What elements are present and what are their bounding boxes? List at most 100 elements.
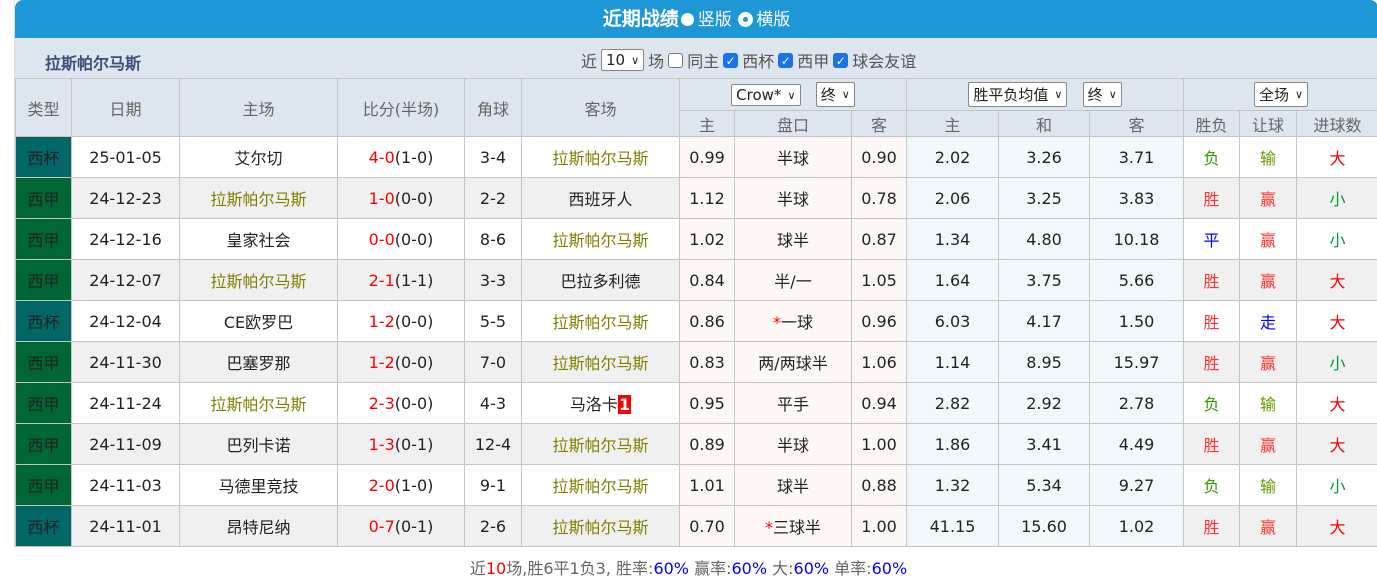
- away-team[interactable]: 拉斯帕尔马斯: [521, 464, 680, 506]
- goals-result: 大: [1296, 382, 1377, 424]
- home-team[interactable]: 拉斯帕尔马斯: [179, 259, 338, 301]
- home-team[interactable]: 艾尔切: [179, 136, 338, 178]
- home-odds: 1.12: [679, 177, 735, 219]
- table-row[interactable]: 西甲 24-11-24 拉斯帕尔马斯 2-3(0-0) 4-3 马洛卡1 0.9…: [15, 382, 1377, 424]
- handicap-line: 半球: [734, 136, 852, 178]
- league-type[interactable]: 西甲: [15, 259, 72, 301]
- period-selects: 全场 ∨: [1183, 78, 1377, 111]
- layout-vertical-label: 竖版: [697, 10, 732, 30]
- handicap-result: 赢: [1239, 177, 1298, 219]
- table-row[interactable]: 西杯 24-12-04 CE欧罗巴 1-2(0-0) 5-5 拉斯帕尔马斯 0.…: [15, 300, 1377, 342]
- filter-bar: 拉斯帕尔马斯 近 10 ∨ 场 同主 ✓ 西杯 ✓ 西甲 ✓ 球会友谊: [15, 38, 1377, 78]
- win-odds: 1.14: [906, 341, 1000, 383]
- goals-result: 大: [1296, 300, 1377, 342]
- result: 平: [1183, 218, 1241, 260]
- table-row[interactable]: 西甲 24-11-30 巴塞罗那 1-2(0-0) 7-0 拉斯帕尔马斯 0.8…: [15, 341, 1377, 383]
- match-date: 24-11-09: [71, 423, 180, 465]
- table-row[interactable]: 西甲 24-12-16 皇家社会 0-0(0-0) 8-6 拉斯帕尔马斯 1.0…: [15, 218, 1377, 260]
- odds-stage-select[interactable]: 终 ∨: [815, 82, 855, 107]
- match-score[interactable]: 1-0(0-0): [337, 177, 465, 219]
- away-team[interactable]: 拉斯帕尔马斯: [521, 423, 680, 465]
- table-row[interactable]: 西甲 24-12-07 拉斯帕尔马斯 2-1(1-1) 3-3 巴拉多利德 0.…: [15, 259, 1377, 301]
- away-team[interactable]: 拉斯帕尔马斯: [521, 341, 680, 383]
- match-score[interactable]: 4-0(1-0): [337, 136, 465, 178]
- copa-label: 西杯: [742, 52, 775, 71]
- away-odds: 1.00: [850, 505, 908, 547]
- match-date: 24-11-01: [71, 505, 180, 547]
- away-odds: 1.06: [850, 341, 908, 383]
- away-team[interactable]: 拉斯帕尔马斯: [521, 218, 680, 260]
- match-score[interactable]: 0-0(0-0): [337, 218, 465, 260]
- away-team[interactable]: 拉斯帕尔马斯: [521, 300, 680, 342]
- league-type[interactable]: 西杯: [15, 505, 72, 547]
- table-row[interactable]: 西杯 24-11-01 昂特尼纳 0-7(0-1) 2-6 拉斯帕尔马斯 0.7…: [15, 505, 1377, 547]
- result: 胜: [1183, 300, 1241, 342]
- league-type[interactable]: 西甲: [15, 382, 72, 424]
- match-score[interactable]: 1-3(0-1): [337, 423, 465, 465]
- match-score[interactable]: 2-3(0-0): [337, 382, 465, 424]
- win-odds: 6.03: [906, 300, 1000, 342]
- same-home-label: 同主: [687, 52, 720, 71]
- goals-result: 大: [1296, 136, 1377, 178]
- handicap-line: 两/两球半: [734, 341, 852, 383]
- away-team[interactable]: 拉斯帕尔马斯: [521, 136, 680, 178]
- league-type[interactable]: 西甲: [15, 177, 72, 219]
- chevron-down-icon: ∨: [1054, 88, 1063, 101]
- home-odds: 0.83: [679, 341, 735, 383]
- league-type[interactable]: 西杯: [15, 136, 72, 178]
- match-count-select[interactable]: 10 ∨: [601, 49, 645, 71]
- home-odds: 1.01: [679, 464, 735, 506]
- same-home-checkbox[interactable]: [668, 52, 684, 68]
- match-score[interactable]: 2-1(1-1): [337, 259, 465, 301]
- league-type[interactable]: 西甲: [15, 464, 72, 506]
- layout-horizontal-label: 横版: [756, 10, 791, 30]
- match-score[interactable]: 1-2(0-0): [337, 341, 465, 383]
- table-row[interactable]: 西甲 24-11-03 马德里竞技 2-0(1-0) 9-1 拉斯帕尔马斯 1.…: [15, 464, 1377, 506]
- home-team[interactable]: 马德里竞技: [179, 464, 338, 506]
- corners: 7-0: [464, 341, 522, 383]
- home-team[interactable]: 皇家社会: [179, 218, 338, 260]
- league-type[interactable]: 西杯: [15, 300, 72, 342]
- company-select[interactable]: Crow* ∨: [731, 84, 801, 106]
- friendly-checkbox[interactable]: ✓: [833, 52, 849, 68]
- match-score[interactable]: 2-0(1-0): [337, 464, 465, 506]
- table-row[interactable]: 西甲 24-12-23 拉斯帕尔马斯 1-0(0-0) 2-2 西班牙人 1.1…: [15, 177, 1377, 219]
- handicap-line: 平手: [734, 382, 852, 424]
- period-select[interactable]: 全场 ∨: [1254, 82, 1309, 107]
- copa-checkbox[interactable]: ✓: [723, 52, 739, 68]
- laliga-checkbox[interactable]: ✓: [778, 52, 794, 68]
- league-type[interactable]: 西甲: [15, 341, 72, 383]
- league-type[interactable]: 西甲: [15, 423, 72, 465]
- home-odds: 0.95: [679, 382, 735, 424]
- layout-radio-vertical[interactable]: [680, 13, 694, 26]
- table-row[interactable]: 西甲 24-11-09 巴列卡诺 1-3(0-1) 12-4 拉斯帕尔马斯 0.…: [15, 423, 1377, 465]
- away-team[interactable]: 西班牙人: [521, 177, 680, 219]
- draw-odds: 3.41: [998, 423, 1091, 465]
- home-team[interactable]: CE欧罗巴: [179, 300, 338, 342]
- col-score: 比分(半场): [337, 78, 465, 137]
- home-team[interactable]: 巴列卡诺: [179, 423, 338, 465]
- layout-radio-horizontal[interactable]: [739, 13, 753, 26]
- match-score[interactable]: 0-7(0-1): [337, 505, 465, 547]
- handicap-result: 输: [1239, 464, 1298, 506]
- filter-prefix: 近: [581, 52, 598, 71]
- draw-odds: 4.80: [998, 218, 1091, 260]
- match-score[interactable]: 1-2(0-0): [337, 300, 465, 342]
- home-team[interactable]: 拉斯帕尔马斯: [179, 382, 338, 424]
- avg-stage-select[interactable]: 终 ∨: [1082, 82, 1122, 107]
- home-team[interactable]: 昂特尼纳: [179, 505, 338, 547]
- corners: 5-5: [464, 300, 522, 342]
- table-row[interactable]: 西杯 25-01-05 艾尔切 4-0(1-0) 3-4 拉斯帕尔马斯 0.99…: [15, 136, 1377, 178]
- corners: 3-4: [464, 136, 522, 178]
- away-team[interactable]: 巴拉多利德: [521, 259, 680, 301]
- away-team[interactable]: 马洛卡1: [521, 382, 680, 424]
- result: 胜: [1183, 259, 1241, 301]
- draw-odds: 5.34: [998, 464, 1091, 506]
- away-team[interactable]: 拉斯帕尔马斯: [521, 505, 680, 547]
- league-type[interactable]: 西甲: [15, 218, 72, 260]
- home-team[interactable]: 拉斯帕尔马斯: [179, 177, 338, 219]
- team-name: 拉斯帕尔马斯: [45, 54, 142, 73]
- goals-result: 小: [1296, 341, 1377, 383]
- avg-select[interactable]: 胜平负均值 ∨: [968, 82, 1068, 107]
- home-team[interactable]: 巴塞罗那: [179, 341, 338, 383]
